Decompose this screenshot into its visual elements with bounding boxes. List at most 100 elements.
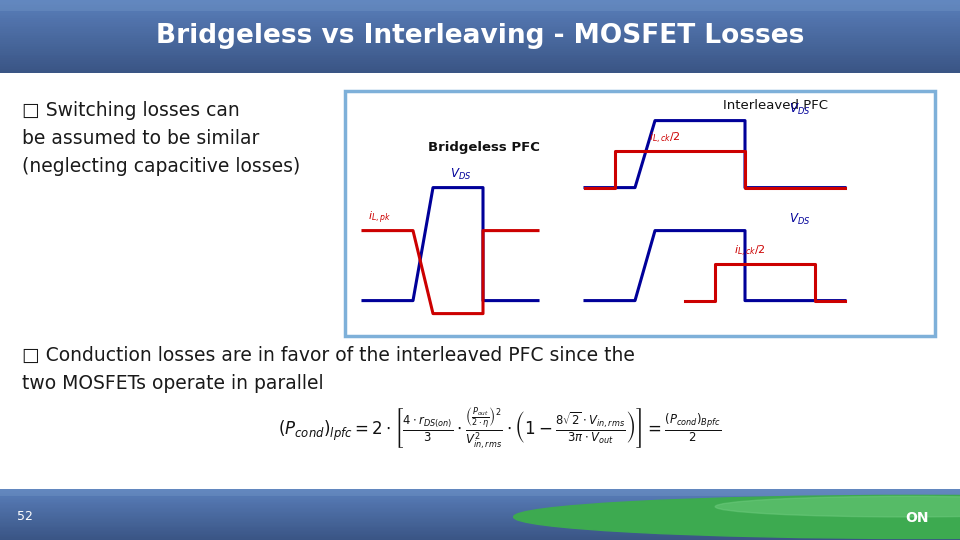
Bar	[0, 33, 960, 35]
Bar	[0, 42, 960, 44]
Bar	[345, 91, 935, 335]
Bar	[0, 44, 960, 45]
Bar	[0, 13, 960, 15]
Bar	[0, 22, 960, 24]
Text: ON Semiconductor®: ON Semiconductor®	[743, 512, 859, 522]
Bar	[0, 25, 960, 28]
Bar	[0, 11, 960, 13]
Text: $(P_{cond})_{lpfc} = 2 \cdot \left[ \frac{4 \cdot r_{DS(on)}}{3} \cdot \frac{\le: $(P_{cond})_{lpfc} = 2 \cdot \left[ \fra…	[278, 406, 722, 451]
Bar	[0, 495, 960, 496]
Bar	[0, 51, 960, 53]
Bar	[0, 498, 960, 499]
Bar	[0, 55, 960, 57]
Bar	[0, 516, 960, 517]
Bar	[0, 7, 960, 9]
Bar	[0, 513, 960, 514]
Bar	[0, 494, 960, 495]
Bar	[0, 58, 960, 60]
Bar	[0, 537, 960, 539]
Bar	[0, 539, 960, 540]
Text: $V_{DS}$: $V_{DS}$	[789, 212, 810, 227]
Bar	[0, 68, 960, 69]
Bar	[0, 5, 960, 7]
Bar	[0, 65, 960, 68]
Text: $i_{L,ck}/2$: $i_{L,ck}/2$	[649, 131, 681, 146]
Bar	[0, 523, 960, 525]
Bar	[0, 36, 960, 38]
Bar	[0, 60, 960, 62]
Bar	[0, 525, 960, 526]
Bar	[0, 48, 960, 49]
Bar	[0, 504, 960, 505]
Text: $i_{L,pk}$: $i_{L,pk}$	[368, 209, 391, 226]
Bar	[0, 508, 960, 509]
Bar	[0, 49, 960, 51]
Bar	[0, 505, 960, 507]
Text: $V_{DS}$: $V_{DS}$	[789, 102, 810, 117]
Bar	[0, 16, 960, 18]
Text: 52: 52	[17, 510, 34, 523]
Bar	[0, 62, 960, 64]
Bar	[0, 514, 960, 516]
Text: be assumed to be similar: be assumed to be similar	[22, 129, 259, 147]
Text: Interleaved PFC: Interleaved PFC	[723, 99, 828, 112]
Bar	[0, 69, 960, 71]
Bar	[0, 529, 960, 530]
Bar	[0, 530, 960, 531]
Bar	[0, 9, 960, 11]
Text: (neglecting capacitive losses): (neglecting capacitive losses)	[22, 157, 300, 176]
Bar	[0, 53, 960, 55]
Bar	[0, 489, 960, 490]
Bar	[0, 45, 960, 48]
Bar	[0, 534, 960, 535]
Bar	[0, 35, 960, 36]
Bar	[0, 492, 960, 494]
Bar	[0, 71, 960, 73]
Bar	[0, 519, 960, 521]
Circle shape	[715, 496, 960, 517]
Bar	[0, 40, 960, 42]
Bar	[0, 29, 960, 31]
Bar	[0, 517, 960, 518]
Bar	[0, 64, 960, 65]
Bar	[0, 509, 960, 510]
Bar	[0, 24, 960, 25]
Bar	[0, 535, 960, 536]
Bar	[0, 490, 960, 491]
Bar	[0, 536, 960, 537]
Text: □ Switching losses can: □ Switching losses can	[22, 100, 240, 119]
Bar	[0, 0, 960, 11]
Bar	[0, 15, 960, 16]
Bar	[0, 527, 960, 529]
Bar	[0, 499, 960, 500]
Bar	[0, 521, 960, 522]
Bar	[0, 28, 960, 29]
Bar	[0, 510, 960, 512]
Text: □ Conduction losses are in favor of the interleaved PFC since the: □ Conduction losses are in favor of the …	[22, 346, 635, 365]
Bar	[0, 507, 960, 508]
Text: Bridgeless vs Interleaving - MOSFET Losses: Bridgeless vs Interleaving - MOSFET Loss…	[156, 23, 804, 50]
Bar	[0, 38, 960, 40]
Bar	[0, 522, 960, 523]
Bar	[0, 57, 960, 58]
Bar	[0, 512, 960, 513]
Bar	[0, 503, 960, 504]
Bar	[0, 20, 960, 22]
Bar	[0, 500, 960, 502]
Bar	[0, 0, 960, 2]
Bar	[0, 532, 960, 534]
Text: $V_{DS}$: $V_{DS}$	[450, 166, 471, 181]
Circle shape	[514, 495, 960, 538]
Bar	[0, 496, 960, 498]
Bar	[0, 491, 960, 492]
Text: ON: ON	[905, 511, 928, 525]
Text: $i_{L,ck}/2$: $i_{L,ck}/2$	[734, 244, 766, 259]
Bar	[0, 18, 960, 20]
Text: Bridgeless PFC: Bridgeless PFC	[428, 140, 540, 153]
Bar	[0, 518, 960, 519]
Text: two MOSFETs operate in parallel: two MOSFETs operate in parallel	[22, 374, 324, 393]
Bar	[0, 2, 960, 4]
Bar	[0, 531, 960, 532]
Bar	[0, 4, 960, 5]
Bar	[0, 502, 960, 503]
